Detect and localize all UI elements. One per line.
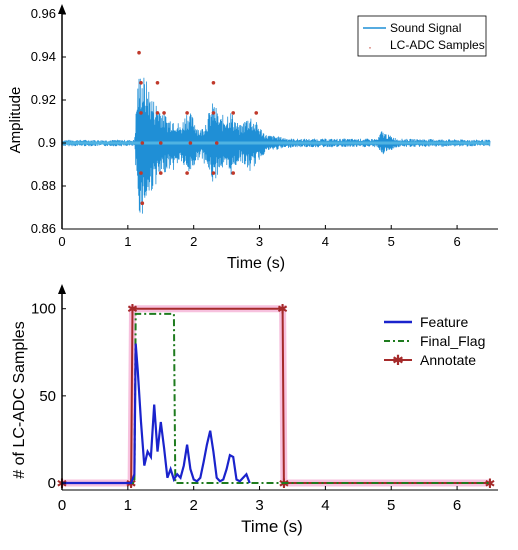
- x-tick-label-top: 3: [256, 234, 263, 249]
- lcadc-sample-point: [185, 171, 189, 175]
- lcadc-sample-point: [139, 171, 143, 175]
- annotate-marker: ✱: [277, 302, 288, 317]
- chart-top: 0 1 2 3 4 5 60.860.880.90.920.940.96 Time (s) …: [7, 4, 498, 272]
- lcadc-sample-point: [139, 81, 143, 85]
- y-tick-label-bottom: 100: [31, 301, 56, 318]
- lcadc-sample-point: [140, 201, 145, 205]
- y-tick-label-top: 0.94: [31, 49, 56, 64]
- legend-swatch-lcadc: ·: [368, 40, 372, 54]
- y-axis-label-bottom: # of LC-ADC Samples: [11, 321, 28, 478]
- legend-bottom: Feature Final_Flag ✱ Annotate: [384, 314, 485, 368]
- bottom-ticks: 0 1 2 3 4 5 6 0 50 100: [31, 301, 461, 514]
- annotate-marker: ✱: [127, 302, 138, 317]
- lcadc-sample-point: [254, 111, 259, 115]
- lcadc-sample-point: [188, 141, 193, 145]
- lcadc-sample-point: [155, 81, 160, 85]
- legend-label-lcadc: LC-ADC Samples: [390, 38, 485, 52]
- top-ticks: 0 1 2 3 4 5 6 0.86 0.88 0.9 0.92 0.94 0.96: [31, 6, 461, 249]
- lcadc-sample-point: [139, 111, 143, 115]
- y-tick-label-top: 0.86: [31, 221, 56, 236]
- x-tick-label-top: 4: [322, 234, 329, 249]
- lcadc-sample-point: [158, 171, 163, 175]
- legend-marker-annotate: ✱: [392, 352, 404, 368]
- y-axis-arrow-bottom: [58, 284, 66, 294]
- annotate-marker: ✱: [485, 476, 496, 491]
- legend-box-top: [357, 15, 487, 57]
- legend-label-sound-signal: Sound Signal: [390, 21, 461, 35]
- y-tick-label-top: 0.9: [38, 135, 56, 150]
- x-tick-label-bottom: 2: [190, 497, 198, 514]
- top-plot-marks: [61, 50, 491, 214]
- x-tick-label-top: 0: [58, 234, 65, 249]
- lcadc-sample-point: [185, 111, 189, 115]
- y-tick-label-top: 0.96: [31, 6, 56, 21]
- lcadc-sample-point: [162, 111, 166, 115]
- x-axis-label-top: Time (s): [227, 255, 285, 272]
- y-tick-label-bottom: 50: [39, 388, 56, 405]
- x-tick-label-bottom: 1: [124, 497, 132, 514]
- series-feature: [62, 343, 251, 485]
- x-tick-label-bottom: 4: [321, 497, 329, 514]
- x-tick-label-bottom: 6: [453, 497, 461, 514]
- lcadc-sample-point: [231, 111, 235, 115]
- legend-label-feature: Feature: [420, 314, 468, 330]
- bottom-plot-marks: ✱✱✱✱✱✱: [57, 302, 496, 491]
- legend-label-annotate: Annotate: [420, 352, 476, 368]
- lcadc-sample-point: [155, 111, 160, 115]
- x-tick-label-bottom: 3: [255, 497, 263, 514]
- lcadc-sample-point: [211, 171, 216, 175]
- x-axis-label-bottom: Time (s): [241, 517, 303, 536]
- lcadc-sample-point: [214, 141, 219, 145]
- legend-top: Sound Signal · LC-ADC Samples: [357, 15, 487, 57]
- lcadc-sample-point: [137, 50, 141, 55]
- x-tick-label-top: 2: [190, 234, 197, 249]
- y-axis-label-top: Amplitude: [7, 87, 24, 154]
- y-axis-arrow-top: [58, 4, 66, 14]
- lcadc-sample-point: [211, 81, 216, 85]
- y-tick-label-bottom: 0: [48, 475, 56, 492]
- lcadc-sample-point: [231, 171, 235, 175]
- lcadc-sample-point: [140, 141, 145, 145]
- y-tick-label-top: 0.92: [31, 92, 56, 107]
- x-tick-label-top: 5: [388, 234, 395, 249]
- y-tick-label-top: 0.88: [31, 178, 56, 193]
- lcadc-sample-point: [211, 111, 216, 115]
- x-tick-label-top: 6: [453, 234, 460, 249]
- legend-label-final-flag: Final_Flag: [420, 333, 485, 349]
- lcadc-sample-point: [158, 141, 163, 145]
- x-tick-label-bottom: 5: [387, 497, 395, 514]
- x-tick-label-bottom: 0: [58, 497, 66, 514]
- series-sound-signal: [61, 77, 491, 214]
- x-tick-label-top: 1: [124, 234, 131, 249]
